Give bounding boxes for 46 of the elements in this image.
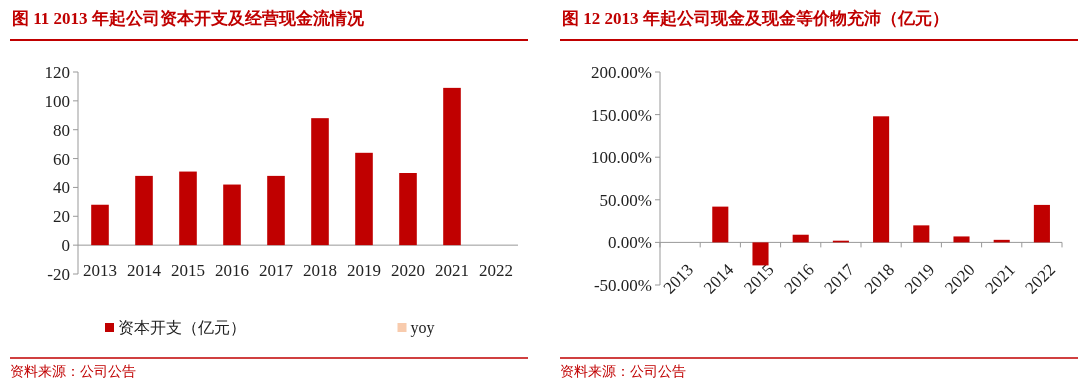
bar — [91, 204, 109, 246]
y-tick-label: 150.00% — [591, 105, 652, 125]
y-tick-label: -20 — [47, 265, 70, 284]
legend-label: 资本开支（亿元） — [118, 319, 246, 336]
bar — [179, 171, 197, 246]
x-tick-label: 2019 — [347, 261, 381, 280]
y-tick-label: 120 — [44, 63, 70, 82]
y-tick-label: 80 — [53, 120, 70, 140]
bar — [399, 173, 417, 246]
bar — [223, 184, 241, 246]
legend-label: yoy — [410, 319, 435, 337]
bar — [873, 116, 890, 243]
bar — [913, 225, 930, 243]
y-tick-label: 20 — [53, 207, 70, 227]
y-tick-label: 0.00% — [608, 233, 652, 253]
x-tick-label: 2022 — [479, 261, 513, 280]
x-tick-label: 2021 — [435, 261, 469, 280]
x-tick-label: 2016 — [215, 261, 249, 280]
y-tick-label: -50.00% — [593, 276, 652, 295]
bar — [1033, 204, 1050, 243]
bar — [267, 175, 285, 246]
y-tick-label: 100 — [44, 91, 70, 111]
bar — [752, 242, 769, 266]
x-tick-label: 2013 — [83, 261, 117, 280]
x-tick-label: 2014 — [127, 261, 162, 280]
y-tick-label: 200.00% — [591, 63, 652, 82]
y-tick-label: 50.00% — [599, 190, 652, 210]
text: 资料来源：公司公告 — [560, 364, 686, 379]
bar — [311, 118, 329, 246]
bar — [135, 175, 153, 246]
x-tick-label: 2017 — [259, 261, 294, 280]
chart-title: 图 12 2013 年起公司现金及现金等价物充沛（亿元） — [562, 9, 949, 28]
y-tick-label: 0 — [61, 236, 70, 256]
bar — [712, 206, 729, 243]
x-tick-label: 2020 — [391, 261, 425, 280]
x-tick-label: 2018 — [303, 261, 337, 280]
bar — [355, 152, 373, 246]
chart-title: 图 11 2013 年起公司资本开支及经营现金流情况 — [12, 9, 365, 28]
bar — [953, 236, 970, 243]
bar — [443, 87, 461, 246]
y-tick-label: 60 — [53, 149, 70, 169]
x-tick-label: 2015 — [171, 261, 205, 280]
y-tick-label: 100.00% — [591, 148, 652, 168]
text: 资料来源：公司公告 — [10, 364, 136, 379]
bar — [792, 234, 809, 243]
y-tick-label: 40 — [53, 178, 70, 198]
